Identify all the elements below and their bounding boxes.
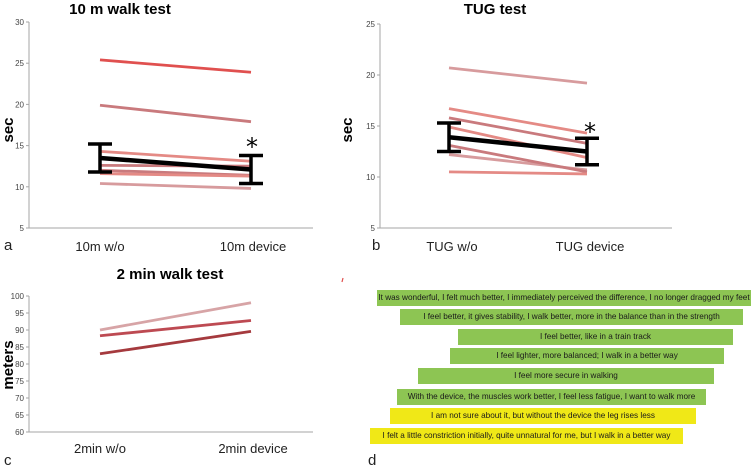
panel-label-b: b bbox=[372, 237, 380, 254]
panel-label-a: a bbox=[4, 237, 13, 254]
chart-title-10m: 10 m walk test bbox=[69, 1, 171, 18]
y-tick-label-10m: 5 bbox=[20, 224, 25, 233]
significance-star-10m: * bbox=[246, 133, 258, 161]
chart-title-2min: 2 min walk test bbox=[117, 266, 224, 283]
subject-line-2min-1 bbox=[99, 301, 252, 332]
chart-title-tug: TUG test bbox=[464, 1, 527, 18]
patient-quote-8: I felt a little constriction initially, … bbox=[370, 428, 683, 444]
y-tick-label-2min: 90 bbox=[15, 326, 24, 335]
y-axis-label-10m: sec bbox=[0, 117, 17, 142]
error-bar-10m-1 bbox=[88, 142, 112, 174]
patient-quote-4: I feel lighter, more balanced; I walk in… bbox=[450, 348, 724, 364]
x-category-tug-device: TUG device bbox=[556, 239, 625, 254]
error-bar-10m-2 bbox=[239, 153, 263, 186]
chart-10m-walk-test: 10 m walk test sec a 5 10 15 20 25 30 10m w/o… bbox=[0, 1, 313, 254]
x-category-tug-wo: TUG w/o bbox=[426, 239, 477, 254]
y-tick-label-10m: 20 bbox=[15, 100, 24, 109]
y-axis-label-2min: meters bbox=[0, 340, 17, 389]
y-tick-label-tug: 10 bbox=[366, 173, 375, 182]
y-tick-label-tug: 25 bbox=[366, 20, 375, 29]
subject-line-2min-2 bbox=[99, 319, 252, 338]
y-axis-label-tug: sec bbox=[339, 117, 356, 142]
error-bar-tug-1 bbox=[437, 121, 461, 154]
y-tick-label-2min: 60 bbox=[15, 428, 24, 437]
subject-line-10m-1 bbox=[99, 58, 252, 74]
y-tick-label-tug: 5 bbox=[371, 224, 376, 233]
y-tick-label-2min: 80 bbox=[15, 360, 24, 369]
patient-quote-7: I am not sure about it, but without the … bbox=[390, 408, 696, 424]
y-tick-label-2min: 100 bbox=[11, 292, 25, 301]
y-tick-label-2min: 85 bbox=[15, 343, 24, 352]
y-tick-label-2min: 70 bbox=[15, 394, 24, 403]
subject-line-2min-3 bbox=[99, 329, 252, 356]
subject-line-10m-7 bbox=[99, 182, 252, 190]
subject-line-tug-2 bbox=[448, 107, 588, 135]
y-tick-label-tug: 15 bbox=[366, 122, 375, 131]
mean-line-10m bbox=[99, 155, 252, 172]
patient-quote-6: With the device, the muscles work better… bbox=[397, 389, 706, 405]
panel-label-c: c bbox=[4, 452, 12, 468]
y-tick-label-tug: 20 bbox=[366, 71, 375, 80]
y-tick-label-10m: 30 bbox=[15, 18, 24, 27]
patient-quote-3: I feel better, like in a train track bbox=[458, 329, 733, 345]
y-ticks-2min: 60 65 70 75 80 85 90 95 100 bbox=[11, 292, 29, 437]
patient-quote-1: It was wonderful, I felt much better, I … bbox=[377, 290, 751, 306]
stray-mark bbox=[341, 277, 344, 283]
subject-line-tug-1 bbox=[448, 66, 588, 85]
x-category-2min-device: 2min device bbox=[218, 441, 287, 456]
subject-line-tug-7 bbox=[448, 170, 588, 176]
y-tick-label-2min: 75 bbox=[15, 377, 24, 386]
subject-line-10m-2 bbox=[99, 103, 252, 124]
x-category-10m-device: 10m device bbox=[220, 239, 286, 254]
y-tick-label-10m: 15 bbox=[15, 142, 24, 151]
mean-line-10m bbox=[88, 142, 263, 186]
subject-line-tug-3 bbox=[448, 116, 588, 145]
y-ticks-tug: 5 10 15 20 25 bbox=[366, 20, 380, 233]
x-category-2min-wo: 2min w/o bbox=[74, 441, 126, 456]
mean-line-tug bbox=[437, 121, 599, 167]
chart-tug-test: TUG test sec b 5 10 15 20 25 TUG w/o TUG dev… bbox=[339, 1, 672, 254]
mean-line-tug bbox=[448, 134, 588, 154]
y-tick-label-2min: 95 bbox=[15, 309, 24, 318]
chart-2min-walk-test: 2 min walk test meters c 60 65 70 75 80 85 90 9… bbox=[0, 266, 313, 468]
subject-line-tug-6 bbox=[448, 144, 588, 174]
error-bar-tug-2 bbox=[575, 136, 599, 167]
subject-line-10m-3 bbox=[99, 149, 252, 163]
subject-lines-tug bbox=[448, 66, 588, 176]
y-tick-label-2min: 65 bbox=[15, 411, 24, 420]
y-ticks-10m: 5 10 15 20 25 30 bbox=[15, 18, 29, 233]
subject-line-10m-6 bbox=[99, 172, 252, 178]
x-category-10m-wo: 10m w/o bbox=[75, 239, 124, 254]
patient-quote-2: I feel better, it gives stability, I wal… bbox=[400, 309, 743, 325]
panel-label-d: d bbox=[368, 452, 376, 468]
subject-lines-2min bbox=[99, 301, 252, 356]
y-tick-label-10m: 10 bbox=[15, 183, 24, 192]
patient-quote-5: I feel more secure in walking bbox=[418, 368, 714, 384]
significance-star-tug: * bbox=[584, 118, 596, 146]
y-tick-label-10m: 25 bbox=[15, 59, 24, 68]
